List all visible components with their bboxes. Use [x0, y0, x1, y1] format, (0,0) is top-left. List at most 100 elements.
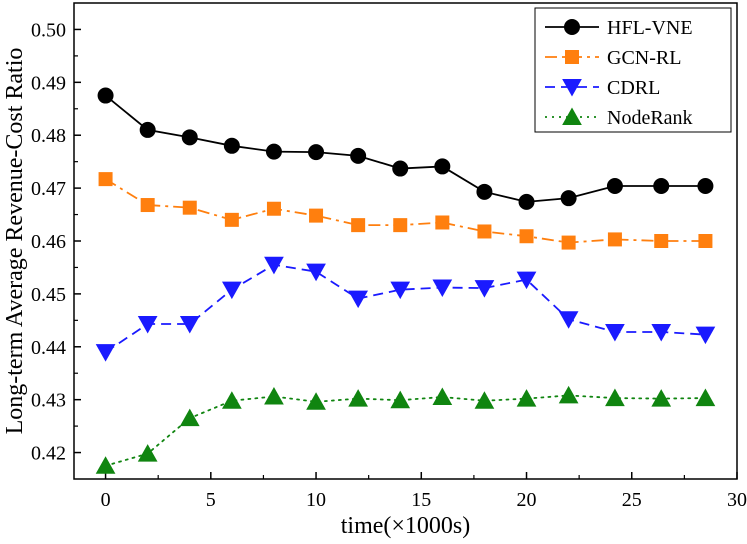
legend-label: HFL-VNE: [607, 17, 693, 39]
data-point: [97, 87, 114, 104]
series-layer: [95, 87, 716, 474]
series-noderank: [95, 385, 716, 474]
data-point: [179, 316, 200, 334]
data-point: [179, 408, 200, 427]
data-point: [309, 208, 324, 223]
data-point: [558, 385, 579, 404]
data-point: [308, 144, 325, 161]
x-tick-label: 25: [622, 489, 642, 511]
data-point: [306, 392, 326, 410]
series-hfl-vne: [97, 87, 714, 210]
data-point: [607, 232, 622, 247]
data-point: [265, 143, 282, 160]
data-point: [390, 390, 411, 409]
legend-item: GCN-RL: [545, 47, 681, 69]
legend-item: NodeRank: [545, 107, 693, 129]
data-point: [182, 200, 197, 215]
data-point: [390, 281, 411, 300]
data-point: [560, 190, 577, 207]
data-point: [432, 279, 453, 298]
x-axis-ticks: 0 5 10 15 20 25 30: [101, 472, 747, 511]
data-point: [434, 158, 451, 175]
y-tick-label: 0.45: [31, 284, 66, 306]
legend-marker: [565, 50, 579, 64]
series-line: [105, 263, 706, 353]
data-point: [651, 389, 672, 407]
data-point: [222, 391, 242, 409]
y-tick-label: 0.47: [31, 178, 66, 200]
data-point: [350, 147, 367, 164]
legend-item: CDRL: [545, 77, 660, 99]
data-point: [137, 316, 158, 334]
x-tick-label: 20: [517, 489, 537, 511]
data-point: [95, 456, 116, 474]
data-point: [393, 218, 408, 233]
data-point: [351, 218, 366, 233]
legend-item: HFL-VNE: [545, 17, 693, 39]
data-point: [474, 391, 495, 409]
legend-marker: [562, 107, 582, 125]
series-line: [104, 394, 707, 467]
plot-frame: [73, 2, 738, 480]
x-tick-label: 10: [306, 489, 326, 511]
data-point: [432, 387, 453, 406]
legend-label: CDRL: [607, 77, 660, 99]
series-cdrl: [95, 256, 716, 362]
data-point: [222, 281, 242, 300]
x-tick-label: 30: [727, 489, 747, 511]
data-point: [477, 224, 492, 239]
data-point: [348, 389, 368, 407]
data-point: [264, 386, 284, 405]
y-tick-label: 0.48: [31, 125, 66, 147]
data-point: [392, 160, 409, 177]
data-point: [98, 172, 113, 187]
y-axis-title: Long-term Average Revenue-Cost Ratio: [2, 48, 28, 435]
data-point: [223, 137, 240, 154]
data-point: [137, 444, 158, 462]
data-point: [139, 121, 156, 138]
data-point: [348, 290, 368, 309]
legend-label: GCN-RL: [607, 47, 681, 69]
legend-marker: [564, 19, 580, 35]
y-tick-label: 0.46: [31, 231, 66, 253]
data-point: [653, 177, 670, 194]
data-point: [181, 129, 198, 146]
series-gcn-rl: [98, 172, 713, 250]
x-tick-label: 5: [206, 489, 216, 511]
x-tick-label: 0: [101, 489, 111, 511]
x-axis-title: time(×1000s): [341, 513, 471, 539]
y-tick-label: 0.44: [31, 337, 66, 359]
data-point: [306, 263, 326, 282]
data-point: [605, 388, 625, 407]
x-tick-label: 15: [411, 489, 431, 511]
data-point: [695, 326, 716, 345]
data-point: [435, 215, 450, 230]
data-point: [224, 212, 239, 227]
data-point: [651, 323, 672, 342]
data-point: [518, 193, 535, 210]
data-point: [266, 201, 281, 216]
data-point: [695, 388, 716, 407]
data-point: [606, 177, 623, 194]
data-point: [95, 344, 116, 362]
y-tick-label: 0.42: [31, 443, 66, 465]
data-point: [476, 183, 493, 200]
legend-marker: [562, 79, 582, 97]
data-point: [697, 177, 714, 194]
y-tick-label: 0.49: [31, 72, 66, 94]
data-point: [474, 280, 495, 298]
data-point: [654, 234, 669, 248]
data-point: [605, 323, 625, 342]
data-point: [519, 229, 534, 244]
data-point: [264, 256, 284, 275]
y-tick-label: 0.50: [31, 19, 66, 41]
data-point: [516, 271, 537, 290]
data-point: [561, 235, 576, 250]
y-tick-label: 0.43: [31, 390, 66, 412]
data-point: [698, 234, 713, 248]
data-point: [140, 198, 155, 213]
data-point: [558, 311, 579, 329]
legend-label: NodeRank: [607, 107, 693, 129]
y-axis-ticks: 0.42 0.43 0.44 0.45 0.46 0.47 0.48 0.49 0.50: [31, 19, 81, 465]
